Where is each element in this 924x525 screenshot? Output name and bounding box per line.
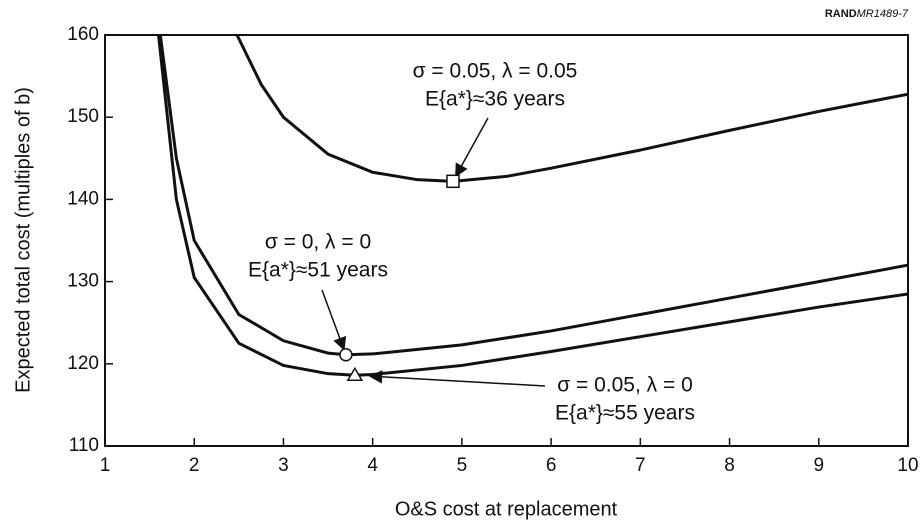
y-tick-label: 140 xyxy=(67,188,99,209)
x-axis-title: O&S cost at replacement xyxy=(395,498,618,520)
source-id: MR1489-7 xyxy=(857,8,909,20)
y-tick-label: 150 xyxy=(67,106,99,127)
x-tick-label: 8 xyxy=(724,455,735,476)
source: RANDMR1489-7 xyxy=(825,8,909,20)
optimum-marker xyxy=(346,366,364,382)
annotation: σ = 0, λ = 0 xyxy=(265,231,371,254)
annotation: E{a*}≈51 years xyxy=(248,259,388,282)
x-tick-label: 6 xyxy=(546,455,557,476)
line xyxy=(158,35,908,357)
annotation-arrow xyxy=(321,289,347,351)
y-axis-title: Expected total cost (multiples of b) xyxy=(12,87,34,393)
optimum-marker xyxy=(446,174,460,189)
source-org: RAND xyxy=(825,8,857,20)
annotation-arrow xyxy=(455,117,489,178)
y-tick-label: 120 xyxy=(67,353,99,374)
y-tick-label: 160 xyxy=(67,24,99,45)
x-tick-label: 1 xyxy=(100,455,111,476)
x-tick-label: 5 xyxy=(457,455,468,476)
x-tick-label: 10 xyxy=(897,455,918,476)
x-tick-label: 7 xyxy=(635,455,646,476)
y-tick-label: 110 xyxy=(69,435,99,456)
optimum-marker xyxy=(339,348,353,362)
x-tick-label: 9 xyxy=(813,455,824,476)
y-tick-label: 130 xyxy=(67,271,99,292)
annotation: E{a*}≈36 years xyxy=(425,88,565,111)
annotation-arrow xyxy=(368,370,546,387)
x-tick-label: 2 xyxy=(189,455,200,476)
annotation: σ = 0.05, λ = 0.05 xyxy=(413,60,578,83)
line xyxy=(157,35,908,377)
annotation: E{a*}≈55 years xyxy=(555,402,695,425)
x-tick-label: 4 xyxy=(367,455,378,476)
annotation: σ = 0.05, λ = 0 xyxy=(557,374,693,397)
x-tick-label: 3 xyxy=(278,455,289,476)
line xyxy=(235,35,908,183)
plot-frame xyxy=(104,34,909,447)
